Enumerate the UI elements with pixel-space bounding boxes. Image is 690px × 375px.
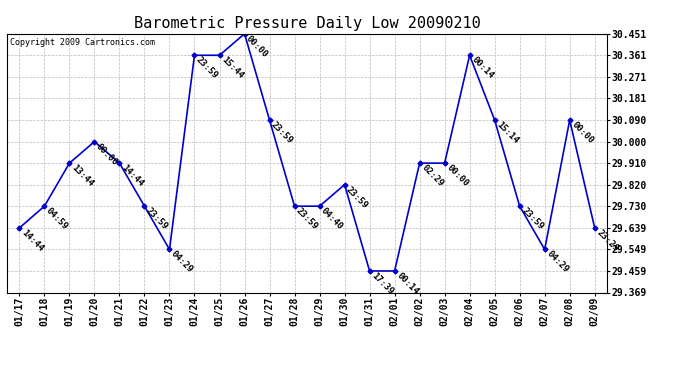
Title: Barometric Pressure Daily Low 20090210: Barometric Pressure Daily Low 20090210 — [134, 16, 480, 31]
Text: 00:00: 00:00 — [95, 142, 120, 167]
Text: 04:29: 04:29 — [170, 249, 195, 275]
Text: 15:44: 15:44 — [219, 55, 245, 81]
Text: 23:59: 23:59 — [295, 206, 320, 231]
Text: 00:00: 00:00 — [444, 163, 470, 189]
Text: 23:59: 23:59 — [270, 120, 295, 146]
Text: 14:44: 14:44 — [119, 163, 145, 189]
Text: 23:59: 23:59 — [144, 206, 170, 231]
Text: 15:14: 15:14 — [495, 120, 520, 146]
Text: 13:44: 13:44 — [70, 163, 95, 189]
Text: 04:29: 04:29 — [544, 249, 570, 275]
Text: 04:59: 04:59 — [44, 206, 70, 231]
Text: 02:29: 02:29 — [420, 163, 445, 189]
Text: 14:44: 14:44 — [19, 228, 45, 253]
Text: 00:14: 00:14 — [395, 271, 420, 296]
Text: 23:59: 23:59 — [195, 55, 220, 81]
Text: Copyright 2009 Cartronics.com: Copyright 2009 Cartronics.com — [10, 38, 155, 46]
Text: 23:59: 23:59 — [344, 184, 370, 210]
Text: 17:39: 17:39 — [370, 271, 395, 296]
Text: 00:14: 00:14 — [470, 55, 495, 81]
Text: 04:40: 04:40 — [319, 206, 345, 231]
Text: 00:00: 00:00 — [244, 34, 270, 59]
Text: 23:59: 23:59 — [520, 206, 545, 231]
Text: 00:00: 00:00 — [570, 120, 595, 146]
Text: 23:29: 23:29 — [595, 228, 620, 253]
